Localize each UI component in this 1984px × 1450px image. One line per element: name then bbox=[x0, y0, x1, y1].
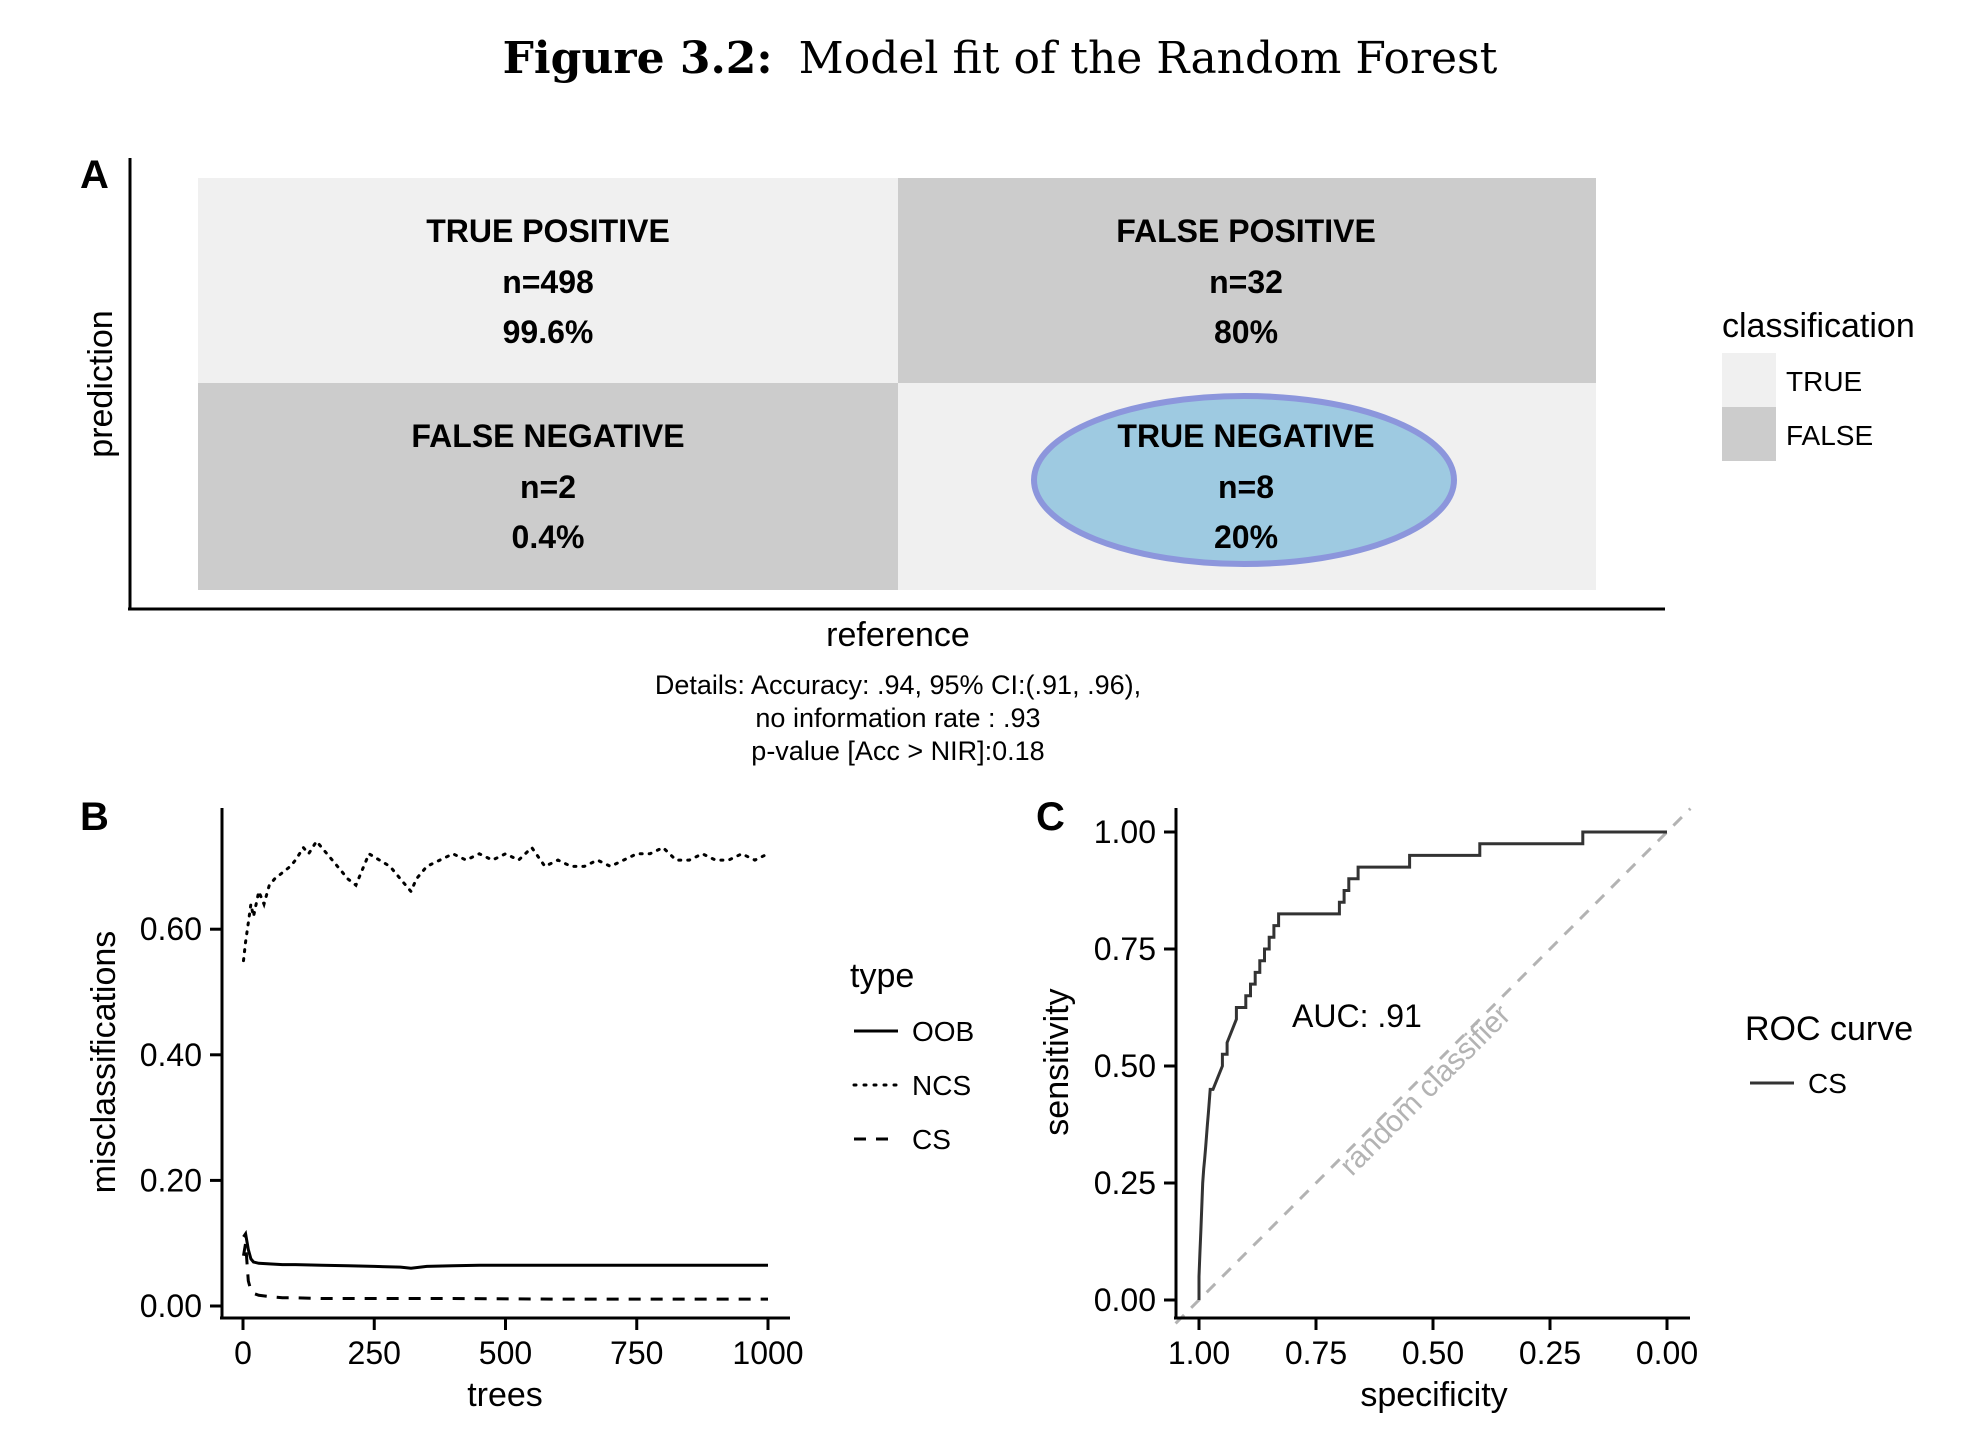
auc-annotation: AUC: .91 bbox=[1292, 998, 1422, 1034]
panel-c-y-label: sensitivity bbox=[1038, 988, 1076, 1135]
x-tick-label: 0.50 bbox=[1402, 1335, 1464, 1371]
panel-c-letter: C bbox=[1036, 795, 1065, 839]
series-line-ncs bbox=[242, 838, 770, 963]
cell-label: TRUE POSITIVE bbox=[426, 213, 670, 249]
panel-a-x-label: reference bbox=[826, 616, 970, 654]
details-line: p-value [Acc > NIR]:0.18 bbox=[751, 736, 1044, 766]
legend-swatch-false bbox=[1722, 407, 1776, 461]
panel-b: B 0 250 500 750 1000 0.00 0.20 0.40 0.60 trees m… bbox=[80, 795, 974, 1414]
panel-a-y-label: prediction bbox=[82, 310, 120, 457]
legend-swatch-true bbox=[1722, 353, 1776, 407]
legend-label-cs: CS bbox=[912, 1124, 951, 1155]
cell-count: n=498 bbox=[502, 264, 594, 300]
series-line-cs bbox=[242, 1242, 768, 1301]
cell-count: n=32 bbox=[1209, 264, 1283, 300]
cell-count: n=2 bbox=[520, 469, 576, 505]
x-tick-label: 0.25 bbox=[1519, 1335, 1581, 1371]
y-tick-label: 0.40 bbox=[140, 1037, 202, 1073]
cell-percent: 80% bbox=[1214, 314, 1278, 350]
y-tick-label: 0.00 bbox=[140, 1288, 202, 1324]
cell-label: TRUE NEGATIVE bbox=[1117, 418, 1374, 454]
y-tick-label: 0.50 bbox=[1094, 1048, 1156, 1084]
legend-label-true: TRUE bbox=[1786, 366, 1862, 397]
cell-true-positive bbox=[198, 178, 898, 383]
panel-b-letter: B bbox=[80, 795, 109, 839]
x-tick-label: 500 bbox=[479, 1335, 532, 1371]
y-tick-label: 0.20 bbox=[140, 1162, 202, 1198]
highlight-ellipse bbox=[1031, 393, 1457, 567]
cell-percent: 20% bbox=[1214, 519, 1278, 555]
panel-b-plot-area bbox=[242, 838, 770, 1301]
x-tick-label: 250 bbox=[348, 1335, 401, 1371]
cell-percent: 0.4% bbox=[512, 519, 585, 555]
roc-curve-cs bbox=[1197, 830, 1667, 1300]
y-tick-label: 0.00 bbox=[1094, 1282, 1156, 1318]
y-tick-label: 0.75 bbox=[1094, 931, 1156, 967]
panel-c: C 1.00 0.75 0.50 0.25 0.00 0.00 0.25 0.50 0.75 1.… bbox=[1036, 795, 1913, 1414]
legend-label-roc-cs: CS bbox=[1808, 1068, 1847, 1099]
x-tick-label: 1.00 bbox=[1168, 1335, 1230, 1371]
x-tick-label: 0 bbox=[234, 1335, 252, 1371]
details-line: no information rate : .93 bbox=[755, 703, 1040, 733]
roc-legend-title: ROC curve bbox=[1745, 1010, 1913, 1048]
figure-title: Figure 3.2: Model fit of the Random Fore… bbox=[503, 33, 1498, 84]
legend-label-oob: OOB bbox=[912, 1016, 974, 1047]
random-classifier-line bbox=[1174, 807, 1692, 1325]
cell-label: FALSE POSITIVE bbox=[1116, 213, 1376, 249]
series-line-oob bbox=[242, 1229, 768, 1270]
panel-a-letter: A bbox=[80, 153, 109, 197]
x-tick-label: 750 bbox=[610, 1335, 663, 1371]
panel-a: A TRUE POSITIVE n=498 99.6% FALSE POSITI… bbox=[80, 153, 1915, 766]
y-tick-label: 1.00 bbox=[1094, 814, 1156, 850]
cell-false-negative bbox=[198, 383, 898, 590]
cell-false-positive bbox=[898, 178, 1596, 383]
x-tick-label: 1000 bbox=[732, 1335, 803, 1371]
legend-label-false: FALSE bbox=[1786, 420, 1873, 451]
classification-legend-title: classification bbox=[1722, 307, 1915, 345]
y-tick-label: 0.25 bbox=[1094, 1165, 1156, 1201]
details-line: Details: Accuracy: .94, 95% CI:(.91, .96… bbox=[655, 670, 1141, 700]
panel-c-plot-area bbox=[1174, 807, 1692, 1325]
cell-label: FALSE NEGATIVE bbox=[411, 418, 684, 454]
x-tick-label: 0.75 bbox=[1285, 1335, 1347, 1371]
y-tick-label: 0.60 bbox=[140, 911, 202, 947]
panel-b-y-label: misclassifications bbox=[85, 931, 123, 1194]
panel-b-x-label: trees bbox=[467, 1376, 543, 1414]
panel-c-x-label: specificity bbox=[1360, 1376, 1507, 1414]
figure-title-bold: Figure 3.2: bbox=[503, 33, 773, 84]
x-tick-label: 0.00 bbox=[1636, 1335, 1698, 1371]
figure-title-rest: Model fit of the Random Forest bbox=[799, 33, 1498, 84]
cell-percent: 99.6% bbox=[503, 314, 594, 350]
legend-label-ncs: NCS bbox=[912, 1070, 971, 1101]
type-legend-title: type bbox=[850, 957, 914, 995]
cell-count: n=8 bbox=[1218, 469, 1274, 505]
